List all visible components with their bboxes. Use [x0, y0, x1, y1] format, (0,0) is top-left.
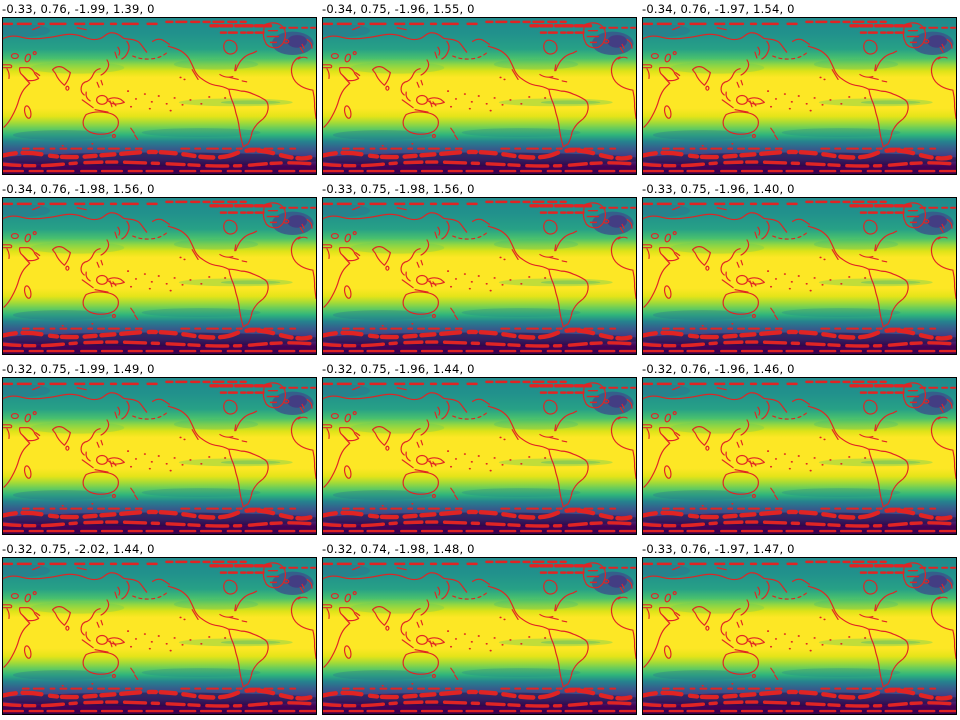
subplot-r3c1: -0.32, 0.75, -1.99, 1.49, 0: [2, 361, 317, 535]
subplot-title: -0.33, 0.76, -1.97, 1.47, 0: [642, 542, 795, 556]
world-map: [322, 17, 637, 175]
world-map: [642, 197, 957, 355]
subplot-r1c1: -0.33, 0.76, -1.99, 1.39, 0: [2, 1, 317, 175]
subplot-title: -0.32, 0.76, -1.96, 1.46, 0: [642, 362, 795, 376]
subplot-r4c3: -0.33, 0.76, -1.97, 1.47, 0: [642, 541, 957, 715]
subplot-r1c2: -0.34, 0.75, -1.96, 1.55, 0: [322, 1, 637, 175]
subplot-title: -0.33, 0.75, -1.96, 1.40, 0: [642, 182, 795, 196]
subplot-r2c2: -0.33, 0.75, -1.98, 1.56, 0: [322, 181, 637, 355]
subplot-title: -0.33, 0.75, -1.98, 1.56, 0: [322, 182, 475, 196]
subplot-r4c2: -0.32, 0.74, -1.98, 1.48, 0: [322, 541, 637, 715]
subplot-title: -0.32, 0.74, -1.98, 1.48, 0: [322, 542, 475, 556]
subplot-title: -0.34, 0.75, -1.96, 1.55, 0: [322, 2, 475, 16]
world-map: [322, 197, 637, 355]
subplot-title: -0.32, 0.75, -2.02, 1.44, 0: [2, 542, 155, 556]
world-map: [2, 197, 317, 355]
subplot-r1c3: -0.34, 0.76, -1.97, 1.54, 0: [642, 1, 957, 175]
world-map: [642, 377, 957, 535]
subplot-r4c1: -0.32, 0.75, -2.02, 1.44, 0: [2, 541, 317, 715]
world-map: [2, 377, 317, 535]
subplot-title: -0.33, 0.76, -1.99, 1.39, 0: [2, 2, 155, 16]
subplot-r2c1: -0.34, 0.76, -1.98, 1.56, 0: [2, 181, 317, 355]
world-map: [2, 557, 317, 715]
world-map: [642, 17, 957, 175]
world-map: [642, 557, 957, 715]
world-map: [322, 557, 637, 715]
world-map: [322, 377, 637, 535]
subplot-r3c2: -0.32, 0.75, -1.96, 1.44, 0: [322, 361, 637, 535]
world-map: [2, 17, 317, 175]
subplot-title: -0.32, 0.75, -1.96, 1.44, 0: [322, 362, 475, 376]
subplot-r2c3: -0.33, 0.75, -1.96, 1.40, 0: [642, 181, 957, 355]
subplot-title: -0.34, 0.76, -1.97, 1.54, 0: [642, 2, 795, 16]
subplot-title: -0.34, 0.76, -1.98, 1.56, 0: [2, 182, 155, 196]
subplot-title: -0.32, 0.75, -1.99, 1.49, 0: [2, 362, 155, 376]
subplot-r3c3: -0.32, 0.76, -1.96, 1.46, 0: [642, 361, 957, 535]
